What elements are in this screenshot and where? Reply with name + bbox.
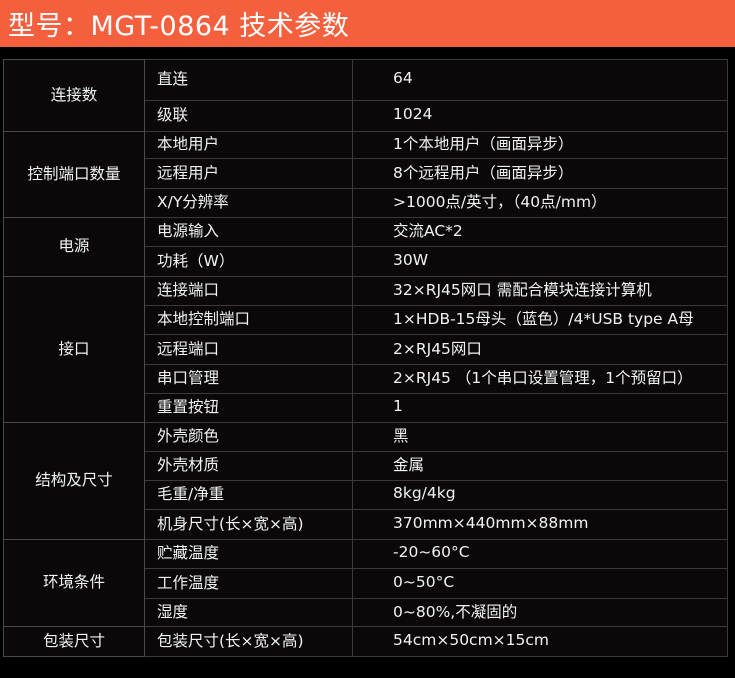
spec-value: 8kg/4kg	[352, 480, 728, 510]
spec-value: 64	[352, 59, 728, 101]
spec-value: 370mm×440mm×88mm	[352, 509, 728, 540]
table-row: 控制端口数量 本地用户 1个本地用户（画面异步）	[3, 131, 728, 218]
table-row: 包装尺寸 包装尺寸(长×宽×高) 54cm×50cm×15cm	[3, 626, 728, 657]
group-label: 连接数	[3, 59, 145, 132]
table-row: 远程用户 8个远程用户（画面异步）	[4, 158, 728, 189]
spec-value: 54cm×50cm×15cm	[352, 626, 728, 657]
group-label: 电源	[3, 217, 145, 277]
spec-name: 外壳颜色	[144, 422, 353, 452]
table-row: 外壳材质 金属	[4, 451, 728, 481]
spec-value: 8个远程用户（画面异步）	[352, 158, 728, 189]
spec-name: 串口管理	[144, 364, 353, 394]
group-label: 包装尺寸	[3, 626, 145, 657]
spec-value: 1个本地用户（画面异步）	[352, 131, 728, 159]
spec-value: 0~50°C	[352, 568, 728, 599]
table-row: 连接数 直连 64	[3, 59, 728, 132]
spec-name: 重置按钮	[144, 393, 353, 423]
spec-name: 直连	[144, 59, 353, 101]
spec-name: 工作温度	[144, 568, 353, 599]
table-row: 毛重/净重 8kg/4kg	[4, 480, 728, 510]
table-row: 本地控制端口 1×HDB-15母头（蓝色）/4*USB type A母	[4, 305, 728, 335]
table-row: 功耗（W） 30W	[4, 246, 728, 277]
spec-name: X/Y分辨率	[144, 188, 353, 218]
table-row: 远程端口 2×RJ45网口	[4, 334, 728, 365]
title-banner: 型号：MGT-0864 技术参数	[0, 0, 735, 47]
spec-name: 本地控制端口	[144, 305, 353, 335]
group-label: 结构及尺寸	[3, 422, 145, 540]
table-row: 电源 电源输入 交流AC*2	[3, 217, 728, 277]
spec-name: 机身尺寸(长×宽×高)	[144, 509, 353, 540]
spec-name: 外壳材质	[144, 451, 353, 481]
spec-value: 0~80%,不凝固的	[352, 598, 728, 627]
group-label: 接口	[3, 276, 145, 423]
spec-value: 黑	[352, 422, 728, 452]
group-label: 控制端口数量	[3, 131, 145, 218]
table-row: 环境条件 贮藏温度 -20~60°C	[3, 539, 728, 627]
spec-value: 1024	[352, 100, 728, 132]
spec-name: 湿度	[144, 598, 353, 627]
spec-name: 远程用户	[144, 158, 353, 189]
page-title: 型号：MGT-0864 技术参数	[8, 11, 350, 42]
spec-name: 级联	[144, 100, 353, 132]
spec-value: 1	[352, 393, 728, 423]
spec-name: 连接端口	[144, 276, 353, 306]
spec-value: 2×RJ45网口	[352, 334, 728, 365]
table-row: 接口 连接端口 32×RJ45网口 需配合模块连接计算机	[3, 276, 728, 423]
spec-value: 金属	[352, 451, 728, 481]
spec-name: 电源输入	[144, 217, 353, 247]
table-row: 结构及尺寸 外壳颜色黑	[3, 422, 728, 540]
spec-value: -20~60°C	[352, 539, 728, 569]
table-row: 级联 1024	[4, 100, 728, 132]
spec-name: 本地用户	[144, 131, 353, 159]
spec-value: 2×RJ45 （1个串口设置管理，1个预留口）	[352, 364, 728, 394]
spec-value: 30W	[352, 246, 728, 277]
spec-name: 远程端口	[144, 334, 353, 365]
spec-name: 贮藏温度	[144, 539, 353, 569]
spec-value: 交流AC*2	[352, 217, 728, 247]
spec-name: 包装尺寸(长×宽×高)	[144, 626, 353, 657]
spec-table: 连接数 直连 64 级联 1024 控制端口数量 本地用户 1个本地用户（画面异步） 远程用户 8…	[3, 59, 728, 657]
group-label: 环境条件	[3, 539, 145, 627]
spec-name: 功耗（W）	[144, 246, 353, 277]
table-row: X/Y分辨率 >1000点/英寸，（40点/mm）	[4, 188, 728, 218]
spec-value: >1000点/英寸，（40点/mm）	[352, 188, 728, 218]
spec-value: 32×RJ45网口 需配合模块连接计算机	[352, 276, 728, 306]
spec-name: 毛重/净重	[144, 480, 353, 510]
table-row: 重置按钮 1	[4, 393, 728, 423]
table-row: 串口管理 2×RJ45 （1个串口设置管理，1个预留口）	[4, 364, 728, 394]
spec-value: 1×HDB-15母头（蓝色）/4*USB type A母	[352, 305, 728, 335]
